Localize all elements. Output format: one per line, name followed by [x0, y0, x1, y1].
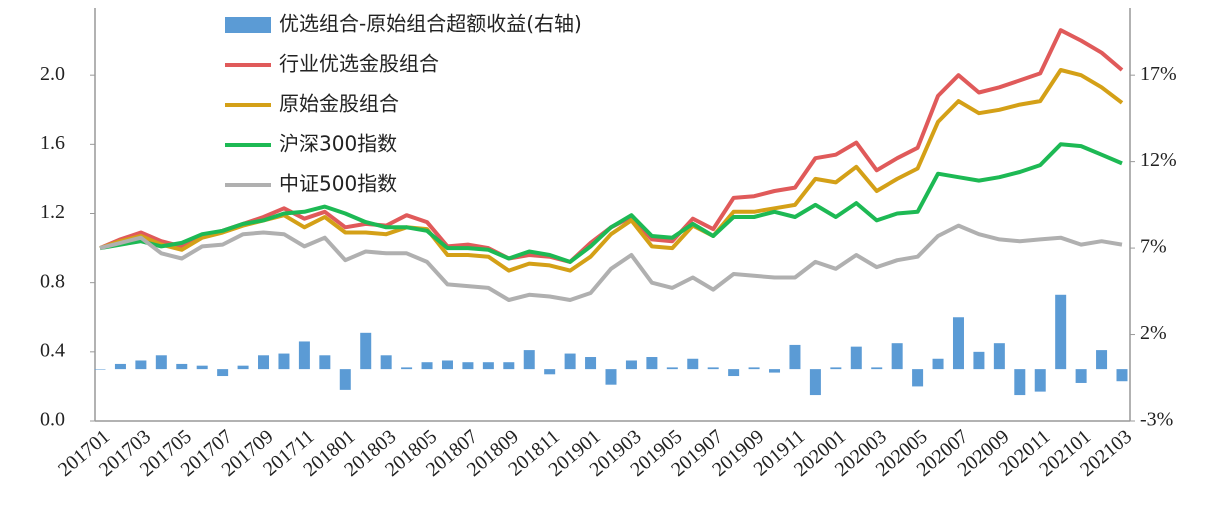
bar: [258, 355, 270, 370]
y2-tick-label: 7%: [1140, 236, 1167, 258]
y2-tick-label: -3%: [1140, 409, 1173, 431]
bar: [503, 362, 515, 370]
bar: [707, 367, 719, 370]
bar: [993, 343, 1005, 370]
y-tick-label: 1.6: [40, 132, 65, 154]
bar: [850, 346, 862, 370]
bar: [646, 357, 658, 370]
bar: [973, 351, 985, 370]
bar: [912, 369, 924, 387]
line: [99, 68, 1124, 273]
bar: [789, 344, 801, 370]
bar: [1055, 294, 1067, 370]
bar: [564, 353, 576, 370]
bar: [728, 369, 740, 377]
bar: [176, 363, 188, 370]
bar: [319, 355, 331, 370]
bar: [94, 369, 106, 370]
bar: [298, 341, 310, 370]
bar: [441, 360, 453, 370]
bar: [339, 369, 351, 390]
bar: [401, 367, 413, 370]
bar: [625, 360, 637, 370]
legend-label: 沪深300指数: [279, 132, 397, 156]
legend-label: 优选组合-原始组合超额收益(右轴): [279, 12, 582, 36]
bar: [1116, 369, 1128, 382]
bar: [523, 350, 535, 370]
bar: [891, 343, 903, 370]
bar: [135, 360, 147, 370]
bar: [809, 369, 821, 396]
bar: [1096, 350, 1108, 370]
legend-swatch: [225, 17, 271, 33]
bar: [360, 332, 372, 370]
bar: [871, 367, 883, 370]
bar: [237, 365, 249, 370]
bar: [114, 363, 126, 370]
bar: [932, 358, 944, 370]
y2-tick-label: 12%: [1140, 149, 1177, 171]
bar: [482, 362, 494, 370]
bar: [1075, 369, 1087, 383]
bar: [605, 369, 617, 385]
bar: [155, 355, 167, 370]
bar: [196, 365, 208, 370]
bar: [748, 367, 760, 370]
y-tick-label: 2.0: [40, 63, 65, 85]
line: [99, 223, 1123, 302]
line: [99, 142, 1123, 264]
y-tick-label: 0.8: [40, 270, 65, 292]
bar: [1034, 369, 1046, 392]
bar: [585, 357, 597, 370]
bar: [544, 369, 556, 375]
y-tick-label: 0.4: [40, 339, 65, 361]
bar: [421, 362, 433, 370]
bar: [666, 367, 678, 370]
y2-tick-label: 2%: [1140, 322, 1167, 344]
legend-label: 原始金股组合: [279, 92, 399, 116]
bar: [769, 369, 781, 373]
legend-label: 行业优选金股组合: [279, 52, 439, 76]
bar: [217, 369, 229, 377]
bar: [462, 362, 474, 370]
bar: [830, 367, 842, 370]
bar: [952, 317, 964, 370]
y2-tick-label: 17%: [1140, 63, 1177, 85]
legend-label: 中证500指数: [279, 172, 397, 196]
bar: [380, 355, 392, 370]
y-tick-label: 1.2: [40, 201, 65, 223]
bar: [687, 358, 699, 370]
y-tick-label: 0.0: [40, 409, 65, 431]
bar: [278, 353, 290, 370]
bar: [1014, 369, 1026, 396]
